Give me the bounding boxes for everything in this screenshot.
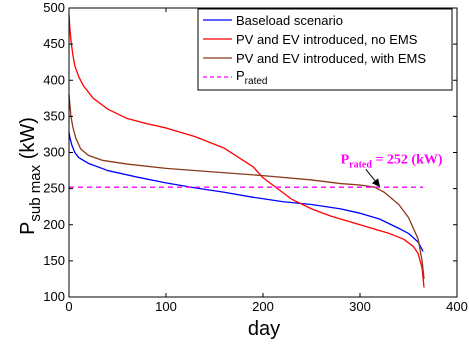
legend-label-rated: Prated bbox=[236, 68, 267, 87]
rated-annotation-text: Prated = 252 (kW) bbox=[341, 152, 443, 170]
rated-annotation-main: P bbox=[341, 152, 350, 167]
legend-label-baseload: Baseload scenario bbox=[236, 13, 343, 28]
legend-label-with-ems: PV and EV introduced, with EMS bbox=[236, 51, 426, 66]
series-line-1 bbox=[68, 15, 425, 288]
y-tick-label-100: 100 bbox=[43, 289, 65, 304]
y-tick-label-300: 300 bbox=[43, 145, 65, 160]
series-layer bbox=[68, 15, 425, 288]
y-axis-label-main: P bbox=[17, 222, 39, 235]
rated-annotation-rest: = 252 (kW) bbox=[372, 152, 443, 167]
legend-label-rated-sub: rated bbox=[245, 76, 268, 87]
y-tick-label-350: 350 bbox=[43, 108, 65, 123]
legend-label-rated-main: P bbox=[236, 68, 245, 83]
y-axis-label-sub: sub max bbox=[27, 164, 44, 221]
x-tick-label-200: 200 bbox=[252, 299, 274, 314]
y-tick-label-250: 250 bbox=[43, 181, 65, 196]
svg-text:Psub max (kW): Psub max (kW) bbox=[17, 117, 44, 235]
rated-annotation: Prated = 252 (kW) bbox=[341, 152, 443, 187]
y-tick-label-150: 150 bbox=[43, 253, 65, 268]
x-axis-label: day bbox=[248, 318, 280, 340]
legend-box bbox=[197, 8, 453, 91]
x-tick-label-0: 0 bbox=[65, 299, 72, 314]
y-axis-label: Psub max (kW) bbox=[17, 117, 44, 235]
y-tick-label-500: 500 bbox=[43, 0, 65, 15]
legend-label-no-ems: PV and EV introduced, no EMS bbox=[236, 32, 418, 47]
y-axis-label-unit: (kW) bbox=[17, 117, 39, 165]
x-tick-label-100: 100 bbox=[155, 299, 177, 314]
x-tick-label-300: 300 bbox=[349, 299, 371, 314]
y-tick-label-400: 400 bbox=[43, 72, 65, 87]
rated-annotation-sub: rated bbox=[349, 159, 372, 170]
legend: Baseload scenario PV and EV introduced, … bbox=[197, 8, 453, 91]
y-tick-label-450: 450 bbox=[43, 36, 65, 51]
rated-annotation-arrow bbox=[365, 169, 381, 187]
x-tick-label-400: 400 bbox=[446, 299, 468, 314]
series-line-0 bbox=[68, 132, 424, 252]
y-tick-label-200: 200 bbox=[43, 217, 65, 232]
series-line-2 bbox=[68, 94, 425, 280]
